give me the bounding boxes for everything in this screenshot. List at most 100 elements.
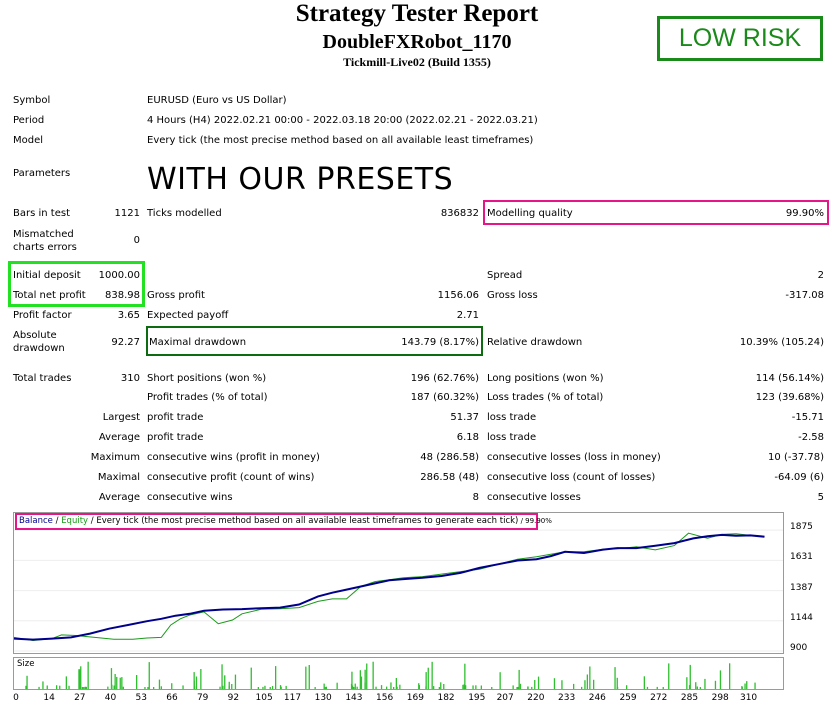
mxcl-value: -64.09 (6) (774, 472, 824, 483)
size-bar (443, 684, 445, 689)
mismatch-label-1: Mismatched (13, 229, 74, 240)
average-loss-value: -2.58 (798, 432, 824, 443)
server-name: Tickmill-Live02 (Build 1355) (343, 55, 491, 69)
size-bar (519, 683, 522, 689)
netprofit-value: 838.98 (105, 290, 140, 301)
size-bar (193, 672, 195, 689)
size-bar (262, 686, 264, 689)
x-tick-label: 117 (283, 693, 302, 703)
x-tick-label: 195 (468, 693, 486, 703)
avcl-label: consecutive losses (487, 492, 581, 503)
x-tick-label: 182 (437, 693, 455, 703)
size-bar (719, 670, 722, 689)
size-bar (518, 669, 520, 689)
size-bar (147, 687, 149, 689)
size-bar (584, 680, 586, 689)
size-bar (741, 686, 743, 689)
size-bar (431, 661, 433, 689)
size-bar (614, 667, 616, 689)
size-bar (686, 677, 688, 689)
size-bar (438, 687, 440, 689)
size-bar (171, 683, 173, 689)
size-bar (119, 677, 121, 689)
size-bar (744, 683, 746, 689)
size-bar (534, 680, 536, 689)
ticks-label: Ticks modelled (147, 208, 222, 219)
size-bar (425, 672, 427, 689)
maxcw-value: 48 (286.58) (420, 452, 479, 463)
mxcp-value: 286.58 (48) (420, 472, 479, 483)
size-bar (285, 685, 287, 689)
largest-profit-label: profit trade (147, 412, 204, 423)
size-bar (512, 685, 514, 689)
size-bar (68, 685, 70, 689)
size-bar (110, 668, 113, 689)
pf-value: 3.65 (117, 310, 140, 321)
size-bar (84, 686, 86, 689)
size-bar (85, 686, 87, 689)
ep-label: Expected payoff (147, 310, 229, 321)
size-bar (581, 686, 583, 689)
y-tick-label: 1144 (790, 612, 813, 623)
x-tick-label: 233 (558, 693, 576, 703)
maxdd-highlight (146, 326, 483, 356)
y-tick-label: 900 (790, 643, 808, 653)
size-bar (228, 681, 230, 689)
deposit-profit-highlight (8, 261, 145, 307)
x-tick-label: 0 (13, 693, 19, 703)
size-bar (81, 687, 84, 689)
average-label: Average (98, 432, 140, 443)
legend-equity: Equity (61, 516, 89, 526)
grossprofit-label: Gross profit (147, 290, 205, 301)
size-bar (573, 683, 575, 689)
size-bar (264, 685, 266, 689)
size-bar (662, 687, 664, 689)
x-tick-label: 272 (650, 693, 668, 703)
x-tick-label: 259 (619, 693, 637, 703)
y-tick-label: 1631 (790, 552, 813, 563)
size-bar (352, 687, 354, 689)
size-bar (305, 666, 307, 689)
modelling-quality-highlight (483, 200, 829, 225)
size-bar (82, 687, 84, 689)
size-bar (626, 685, 628, 689)
x-tick-label: 27 (74, 693, 86, 703)
size-bar (353, 687, 355, 689)
size-bar (390, 682, 392, 689)
x-tick-label: 40 (104, 693, 117, 703)
size-bar (656, 686, 658, 689)
x-tick-label: 14 (43, 693, 55, 703)
symbol-label: Symbol (13, 95, 51, 106)
size-bar (425, 686, 427, 689)
x-tick-label: 220 (527, 693, 545, 703)
size-bar (616, 677, 618, 689)
size-bar (182, 685, 184, 689)
size-bar (380, 685, 383, 689)
low-risk-badge: LOW RISK (657, 16, 823, 61)
size-bar (516, 687, 518, 689)
spread-value: 2 (817, 270, 824, 281)
size-bar (537, 676, 540, 689)
x-tick-label: 310 (739, 693, 758, 703)
size-bar (275, 666, 277, 689)
long-value: 114 (56.14%) (755, 373, 824, 384)
size-bar (116, 676, 118, 689)
grossloss-label: Gross loss (487, 290, 538, 301)
size-bar (395, 678, 397, 689)
presets-overlay-text: WITH OUR PRESETS (147, 162, 454, 197)
x-tick-label: 285 (680, 693, 699, 703)
size-bar (668, 663, 670, 689)
size-bar (323, 683, 325, 689)
parameters-label: Parameters (13, 168, 71, 179)
size-bar (359, 670, 361, 689)
size-bar (56, 685, 58, 689)
x-tick-label: 130 (314, 693, 332, 703)
size-plot (25, 661, 756, 689)
size-bar (193, 680, 195, 689)
size-bar (593, 679, 595, 689)
size-bar (517, 686, 519, 689)
size-bar (688, 685, 691, 689)
trades-value: 310 (120, 373, 140, 384)
x-tick-label: 79 (196, 693, 209, 703)
size-bar (148, 662, 150, 689)
